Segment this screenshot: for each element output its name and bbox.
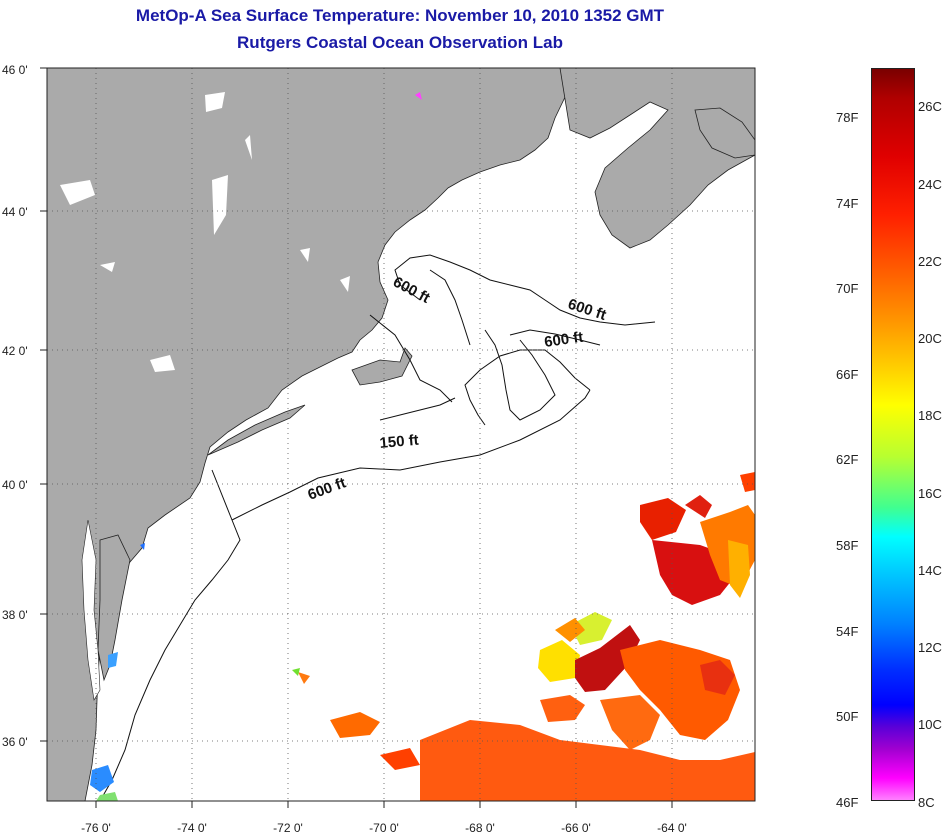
lon-label: -70 0' [369, 821, 399, 835]
chesapeake-bay [81, 519, 101, 701]
colorbar-label-c: 26C [918, 99, 942, 114]
map-subtitle: Rutgers Coastal Ocean Observation Lab [237, 33, 563, 52]
colorbar-label-f: 62F [836, 452, 859, 467]
colorbar-label-f: 70F [836, 281, 859, 296]
longitude-labels: -76 0' -74 0' -72 0' -70 0' -68 0' -66 0… [81, 821, 687, 835]
lat-label: 36 0' [2, 735, 28, 749]
land-cape-cod [351, 347, 413, 386]
temperature-colorbar [871, 68, 915, 801]
lon-label: -64 0' [657, 821, 687, 835]
colorbar-label-c: 18C [918, 408, 942, 423]
contour-label-150: 150 ft [379, 432, 420, 452]
colorbar-label-f: 50F [836, 709, 859, 724]
colorbar-label-f: 74F [836, 196, 859, 211]
axis-ticks [40, 67, 673, 808]
depth-contours [99, 254, 656, 801]
map-title: MetOp-A Sea Surface Temperature: Novembe… [135, 6, 665, 25]
colorbar-label-c: 16C [918, 486, 942, 501]
colorbar-label-c: 12C [918, 640, 942, 655]
contour-label-600: 600 ft [543, 329, 584, 351]
colorbar-label-c: 22C [918, 254, 942, 269]
colorbar-label-c: 8C [918, 795, 935, 810]
lon-label: -68 0' [465, 821, 495, 835]
colorbar-label-c: 14C [918, 563, 942, 578]
colorbar-label-c: 10C [918, 717, 942, 732]
lon-label: -74 0' [177, 821, 207, 835]
sst-patches [90, 92, 755, 801]
colorbar-label-f: 58F [836, 538, 859, 553]
lat-label: 46 0' [2, 63, 28, 77]
colorbar-label-f: 66F [836, 367, 859, 382]
colorbar-label-c: 20C [918, 331, 942, 346]
land-delmarva [97, 534, 131, 682]
lat-label: 42 0' [2, 344, 28, 358]
colorbar-label-f: 54F [836, 624, 859, 639]
lat-label: 44 0' [2, 205, 28, 219]
colorbar-label-f: 46F [836, 795, 859, 810]
lon-label: -76 0' [81, 821, 111, 835]
lat-label: 38 0' [2, 608, 28, 622]
latitude-labels: 46 0' 44 0' 42 0' 40 0' 38 0' 36 0' [2, 63, 28, 749]
land-long-island [207, 404, 306, 456]
colorbar-label-c: 24C [918, 177, 942, 192]
lat-label: 40 0' [2, 478, 28, 492]
land-cape-breton [694, 107, 755, 159]
lon-label: -72 0' [273, 821, 303, 835]
graticule [47, 68, 755, 801]
colorbar-label-f: 78F [836, 110, 859, 125]
lon-label: -66 0' [561, 821, 591, 835]
